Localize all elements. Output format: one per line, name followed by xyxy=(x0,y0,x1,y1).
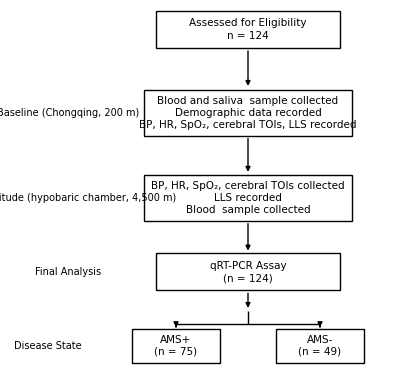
Text: Demographic data recorded: Demographic data recorded xyxy=(175,108,321,118)
Text: High Altitude (hypobaric chamber, 4,500 m): High Altitude (hypobaric chamber, 4,500 … xyxy=(0,193,176,203)
Bar xyxy=(144,90,352,136)
Text: (n = 49): (n = 49) xyxy=(298,346,342,357)
Text: Baseline (Chongqing, 200 m): Baseline (Chongqing, 200 m) xyxy=(0,108,139,118)
Text: BP, HR, SpO₂, cerebral TOIs, LLS recorded: BP, HR, SpO₂, cerebral TOIs, LLS recorde… xyxy=(139,120,357,130)
Text: qRT-PCR Assay: qRT-PCR Assay xyxy=(210,261,286,271)
Text: BP, HR, SpO₂, cerebral TOIs collected: BP, HR, SpO₂, cerebral TOIs collected xyxy=(151,181,345,191)
Bar xyxy=(276,329,364,363)
Text: Assessed for Eligibility: Assessed for Eligibility xyxy=(189,18,307,28)
Text: AMS+: AMS+ xyxy=(160,335,192,346)
Text: Blood  sample collected: Blood sample collected xyxy=(186,205,310,215)
Text: n = 124: n = 124 xyxy=(227,31,269,41)
Bar xyxy=(156,11,340,48)
Text: Blood and saliva  sample collected: Blood and saliva sample collected xyxy=(158,95,338,106)
Text: (n = 75): (n = 75) xyxy=(154,346,198,357)
Text: AMS-: AMS- xyxy=(307,335,333,346)
Text: (n = 124): (n = 124) xyxy=(223,273,273,283)
Bar xyxy=(144,175,352,221)
Text: Final Analysis: Final Analysis xyxy=(35,267,101,277)
Text: Disease State: Disease State xyxy=(14,341,82,351)
Bar xyxy=(132,329,220,363)
Text: LLS recorded: LLS recorded xyxy=(214,193,282,203)
Bar xyxy=(156,253,340,290)
